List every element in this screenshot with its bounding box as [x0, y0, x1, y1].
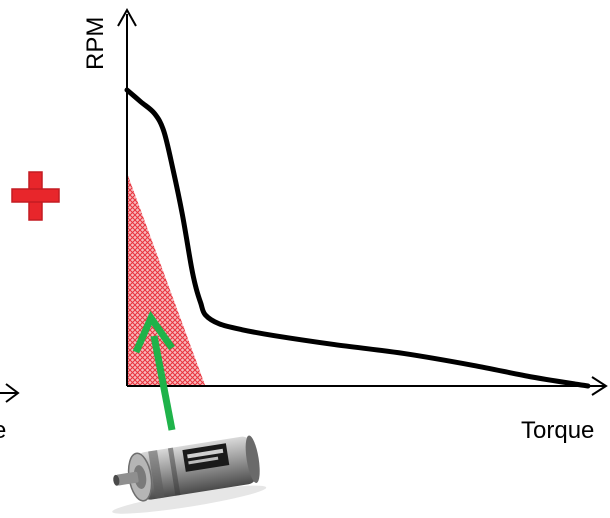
rpm-torque-curve — [124, 87, 591, 389]
y-axis — [117, 7, 137, 386]
x-axis — [127, 376, 608, 396]
plus-icon — [11, 171, 60, 221]
series-line — [124, 87, 591, 389]
y-axis-arrowhead — [117, 7, 137, 27]
arrow-up-icon — [132, 310, 176, 431]
x-axis-label: Torque — [521, 417, 594, 444]
left-label-fragment: e — [0, 417, 6, 444]
left-axis-fragment — [0, 383, 20, 403]
gearmotor-image — [112, 435, 267, 514]
y-axis-label: RPM — [82, 17, 109, 70]
x-axis-arrowhead — [591, 376, 608, 396]
